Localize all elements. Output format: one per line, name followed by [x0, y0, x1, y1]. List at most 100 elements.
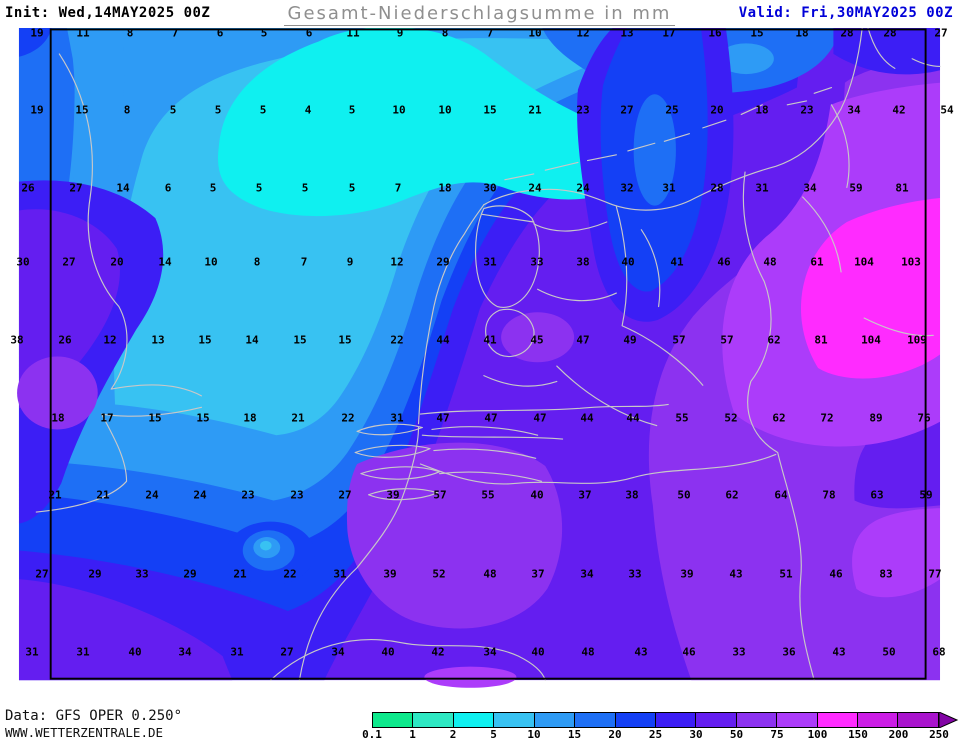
southeast-ridge-75-100 — [852, 508, 941, 598]
legend-cell — [494, 713, 535, 727]
grid-value: 34 — [803, 181, 817, 195]
grid-value: 57 — [720, 333, 734, 347]
grid-value: 59 — [849, 181, 863, 195]
topleft-corner-20-25 — [18, 28, 52, 57]
colorbar-overflow-arrow — [939, 712, 959, 728]
grid-value: 27 — [338, 488, 352, 502]
grid-value: 38 — [10, 333, 24, 347]
grid-value: 5 — [214, 103, 222, 117]
grid-value: 37 — [531, 567, 545, 581]
grid-value: 23 — [290, 488, 304, 502]
grid-value: 10 — [438, 103, 452, 117]
grid-value: 52 — [724, 411, 738, 425]
grid-value: 5 — [255, 181, 263, 195]
colorbar-tick-labels: 0.1 1 2 5 10 15 20 25 30 50 75 100 150 200 250 — [362, 728, 949, 741]
grid-value: 55 — [481, 488, 495, 502]
legend-cell — [575, 713, 616, 727]
grid-value: 43 — [729, 567, 743, 581]
legend-cell — [373, 713, 414, 727]
nl-de-border — [742, 171, 815, 681]
grid-value: 47 — [484, 411, 498, 425]
grid-value: 31 — [230, 645, 244, 659]
grid-value: 19 — [30, 103, 44, 117]
grid-value: 10 — [204, 255, 218, 269]
grid-value: 7 — [171, 26, 179, 40]
grid-value: 68 — [932, 645, 946, 659]
grid-value: 18 — [438, 181, 452, 195]
grid-value: 26 — [58, 333, 72, 347]
grid-value: 17 — [100, 411, 114, 425]
grid-value: 64 — [774, 488, 788, 502]
grid-value: 5 — [348, 103, 356, 117]
grid-value: 15 — [338, 333, 352, 347]
grid-value: 44 — [626, 411, 640, 425]
grid-value: 40 — [128, 645, 142, 659]
grid-value: 21 — [96, 488, 110, 502]
grid-value: 109 — [907, 333, 927, 347]
legend-cell — [655, 713, 697, 727]
grid-value: 15 — [293, 333, 307, 347]
topright-corner-25-30 — [833, 28, 941, 75]
grid-value: 16 — [708, 26, 722, 40]
grid-value: 33 — [135, 567, 149, 581]
grid-value: 62 — [725, 488, 739, 502]
grid-value: 14 — [116, 181, 130, 195]
legend-tick-label: 150 — [848, 728, 868, 741]
grid-value: 48 — [763, 255, 777, 269]
german-interior-borders — [802, 104, 934, 337]
grid-value: 6 — [216, 26, 224, 40]
legend-tick-label: 1 — [409, 728, 416, 741]
flevoland-outline — [485, 308, 535, 358]
grid-value: 27 — [69, 181, 83, 195]
grid-value: 34 — [847, 103, 861, 117]
grid-value: 17 — [662, 26, 676, 40]
zeeland-islands — [354, 423, 441, 501]
grid-value: 8 — [253, 255, 261, 269]
colorbar — [372, 712, 959, 728]
precipitation-map: 19 11 8 7 6 5 6 11 9 8 7 10 12 13 17 16 15 18 28 28 27 19 15 8 5… — [0, 28, 959, 707]
channel-spot-5-10 — [260, 540, 272, 551]
grid-value: 57 — [672, 333, 686, 347]
grid-value: 51 — [779, 567, 793, 581]
england-spot-50-75 — [17, 356, 98, 430]
map-frame — [49, 28, 927, 680]
legend-cell — [615, 713, 656, 727]
legend-tick-label: 250 — [929, 728, 949, 741]
legend-tick-label: 0.1 — [362, 728, 382, 741]
grid-value: 43 — [634, 645, 648, 659]
grid-value: 38 — [625, 488, 639, 502]
grid-value: 8 — [123, 103, 131, 117]
grid-value: 39 — [383, 567, 397, 581]
pocket-5-10 — [136, 369, 210, 405]
grid-value: 44 — [436, 333, 450, 347]
grid-value: 10 — [392, 103, 406, 117]
grid-value: 26 — [21, 181, 35, 195]
grid-value: 31 — [76, 645, 90, 659]
grid-value: 47 — [533, 411, 547, 425]
precipitation-field — [17, 28, 941, 688]
grid-value: 15 — [750, 26, 764, 40]
grid-value: 31 — [755, 181, 769, 195]
grid-value: 5 — [260, 26, 268, 40]
grid-value: 103 — [901, 255, 921, 269]
legend-cell — [453, 713, 495, 727]
grid-value: 34 — [580, 567, 594, 581]
grid-value: 18 — [795, 26, 809, 40]
init-time-label: Init: Wed,14MAY2025 00Z — [5, 5, 211, 21]
grid-value: 39 — [680, 567, 694, 581]
grid-value: 15 — [198, 333, 212, 347]
grid-value: 61 — [810, 255, 824, 269]
precipitation-value-grid: 19 11 8 7 6 5 6 11 9 8 7 10 12 13 17 16 15 18 28 28 27 19 15 8 5… — [0, 28, 959, 707]
grid-value: 13 — [151, 333, 165, 347]
grid-value: 9 — [346, 255, 354, 269]
grid-value: 12 — [103, 333, 117, 347]
grid-value: 30 — [16, 255, 30, 269]
grid-value: 5 — [301, 181, 309, 195]
grid-value: 31 — [333, 567, 347, 581]
grid-value: 41 — [670, 255, 684, 269]
grid-value: 23 — [800, 103, 814, 117]
grid-value: 21 — [48, 488, 62, 502]
grid-value: 62 — [767, 333, 781, 347]
grid-value: 23 — [576, 103, 590, 117]
grid-value: 78 — [822, 488, 836, 502]
